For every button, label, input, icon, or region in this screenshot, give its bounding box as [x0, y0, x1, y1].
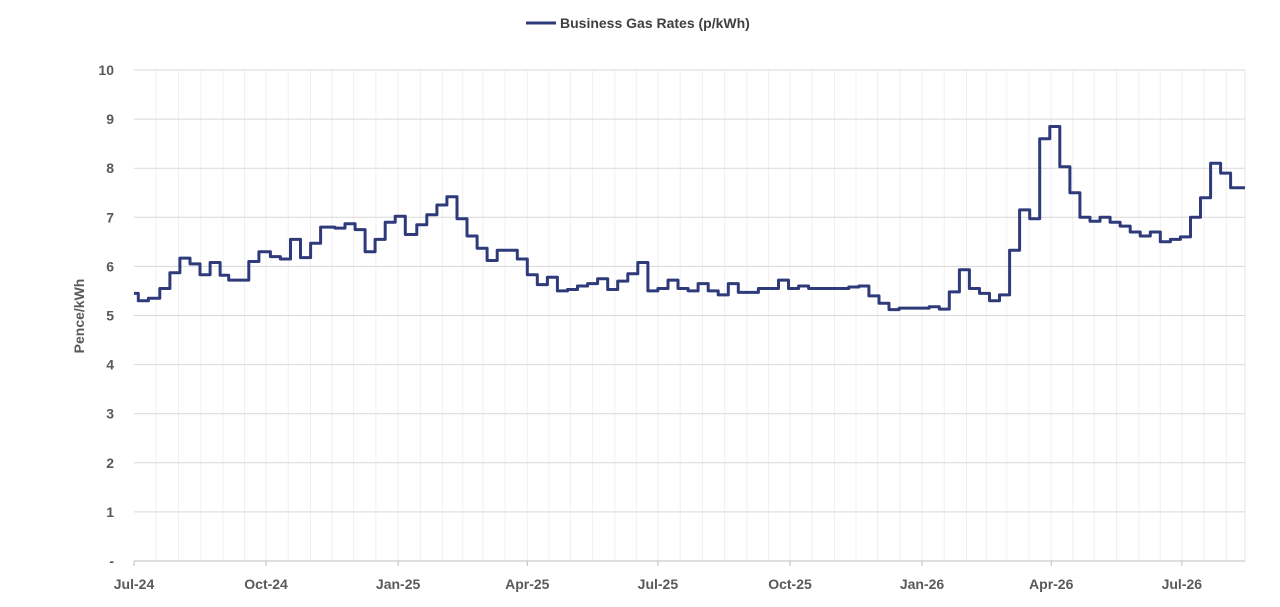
x-tick-label: Jul-24 — [114, 576, 155, 592]
y-tick-label: 6 — [106, 258, 114, 274]
y-tick-label: 3 — [106, 406, 114, 422]
x-tick-label: Oct-24 — [244, 576, 288, 592]
x-tick-label: Jul-26 — [1162, 576, 1203, 592]
y-tick-label: 5 — [106, 308, 114, 324]
y-tick-label: 8 — [106, 160, 114, 176]
y-tick-label: 4 — [106, 357, 114, 373]
y-axis-title: Pence/kWh — [71, 279, 87, 354]
y-tick-label: 10 — [98, 62, 114, 78]
axes: - 1 2 3 4 5 6 7 8 9 10 Jul-24 Oct-24 Jan-25 Apr-25 Jul-… — [98, 62, 1202, 592]
y-tick-label: 1 — [106, 504, 114, 520]
grid — [134, 69, 1246, 562]
x-tick-label: Jan-26 — [900, 576, 945, 592]
x-tick-label: Oct-25 — [768, 576, 812, 592]
x-tick-label: Apr-26 — [1029, 576, 1074, 592]
legend: Business Gas Rates (p/kWh) — [526, 15, 750, 31]
y-tick-label: 2 — [106, 455, 114, 471]
series-layer — [134, 125, 1245, 312]
series-line — [134, 125, 1245, 312]
y-tick-label: 7 — [106, 209, 114, 225]
x-tick-label: Jul-25 — [638, 576, 679, 592]
y-tick-label: - — [109, 553, 114, 569]
x-tick-label: Jan-25 — [376, 576, 421, 592]
legend-label: Business Gas Rates (p/kWh) — [560, 15, 750, 31]
y-tick-label: 9 — [106, 111, 114, 127]
x-tick-label: Apr-25 — [505, 576, 550, 592]
